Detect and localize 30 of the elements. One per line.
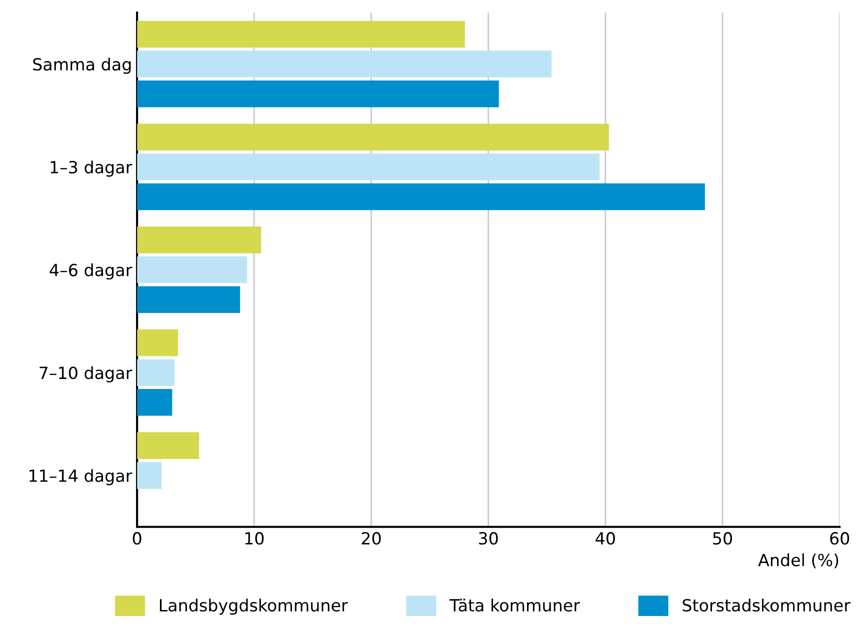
bar [137,183,705,210]
bar [137,389,172,416]
bar [137,256,248,284]
bar [137,329,178,356]
x-tick-label: 40 [596,532,615,545]
bar [137,432,200,459]
bar [137,50,552,78]
bar [137,286,240,313]
x-tick-label: 50 [713,532,732,545]
y-tick-label: 7–10 dagar [40,366,132,382]
bar [137,124,609,150]
bar [137,226,262,254]
x-tick-label: 20 [362,532,381,545]
bar [137,20,465,48]
x-tick-label: 60 [830,532,850,545]
bar [137,154,600,180]
x-tick-label: 0 [132,532,142,545]
x-tick-label: 10 [245,532,264,545]
x-axis-title: Andel (%) [758,553,838,568]
legend-label: Storstadskommuner [682,598,850,612]
y-tick-label: Samma dag [33,58,131,74]
bar [137,359,175,386]
bar [137,462,162,489]
y-tick-label: 11–14 dagar [30,469,132,486]
bar [137,80,499,108]
legend-label: Täta kommuner [449,598,580,612]
y-tick-label: 4–6 dagar [50,263,132,280]
x-tick-label: 30 [478,532,498,545]
y-tick-label: 1–3 dagar [50,160,132,177]
legend-label: Landsbygdskommuner [160,598,348,615]
